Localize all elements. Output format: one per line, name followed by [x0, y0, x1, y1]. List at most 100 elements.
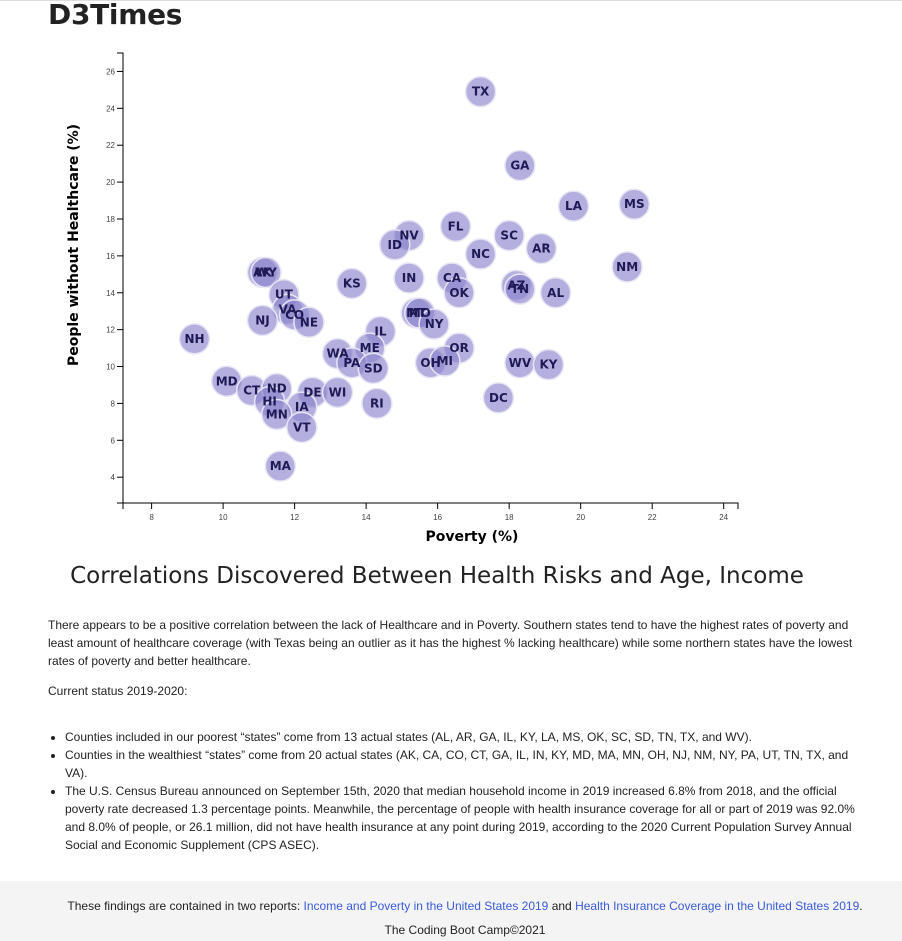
- state-label: DC: [489, 391, 508, 405]
- status-heading: Current status 2019-2020:: [48, 684, 188, 698]
- state-marker[interactable]: [464, 75, 497, 108]
- state-label: SC: [500, 229, 518, 243]
- state-label: NM: [616, 260, 638, 274]
- state-label: CA: [443, 271, 462, 285]
- y-tick-label: 18: [106, 215, 115, 224]
- state-marker[interactable]: [532, 348, 565, 381]
- state-label: AZ: [507, 278, 525, 292]
- x-axis-label[interactable]: Poverty (%): [426, 529, 519, 545]
- state-label: WV: [509, 356, 532, 370]
- state-marker[interactable]: [321, 376, 354, 409]
- y-tick: 18: [106, 215, 123, 224]
- y-tick-label: 8: [111, 399, 116, 408]
- state-marker[interactable]: [261, 398, 293, 431]
- findings-list: Counties included in our poorest “states…: [48, 728, 865, 854]
- state-label: MI: [437, 354, 453, 368]
- x-tick-label: 22: [648, 513, 657, 522]
- state-label: MA: [270, 459, 292, 473]
- state-label: KY: [539, 358, 557, 372]
- state-marker[interactable]: [557, 190, 590, 222]
- state-label: ND: [267, 382, 287, 396]
- state-label: RI: [370, 396, 384, 410]
- state-label: NJ: [255, 313, 270, 327]
- state-label: CO: [285, 308, 304, 322]
- state-marker[interactable]: [525, 232, 558, 265]
- x-tick: 12: [290, 503, 300, 522]
- y-tick-label: 24: [106, 104, 115, 113]
- x-tick: 8: [149, 503, 154, 522]
- state-marker[interactable]: [482, 382, 515, 414]
- article-title: Correlations Discovered Between Health R…: [70, 563, 804, 589]
- state-marker[interactable]: [493, 219, 525, 252]
- state-marker[interactable]: [504, 149, 536, 182]
- state-label: IL: [374, 324, 386, 338]
- y-tick-label: 16: [106, 252, 115, 261]
- y-tick: 20: [106, 178, 123, 187]
- state-label: MS: [624, 197, 645, 211]
- state-marker[interactable]: [439, 210, 472, 243]
- state-label: NY: [425, 317, 444, 331]
- footer-suffix: .: [859, 899, 863, 913]
- state-marker[interactable]: [539, 277, 572, 309]
- state-marker[interactable]: [361, 387, 393, 420]
- state-marker[interactable]: [178, 323, 211, 355]
- state-label: CT: [243, 384, 261, 398]
- state-marker[interactable]: [357, 352, 390, 385]
- state-label: WY: [255, 265, 277, 279]
- state-label: NC: [471, 247, 490, 261]
- state-label: OR: [449, 341, 468, 355]
- state-marker[interactable]: [418, 308, 450, 340]
- state-marker[interactable]: [250, 256, 282, 289]
- state-label: IN: [402, 271, 417, 285]
- state-marker[interactable]: [293, 306, 325, 339]
- state-marker[interactable]: [264, 450, 297, 482]
- y-tick: 10: [106, 363, 123, 372]
- state-label: AL: [547, 286, 564, 300]
- state-marker[interactable]: [246, 304, 279, 337]
- top-border: [0, 0, 902, 1]
- state-marker[interactable]: [443, 277, 475, 309]
- x-tick-label: 14: [362, 513, 371, 522]
- state-label: OH: [420, 356, 440, 370]
- state-label: NV: [399, 229, 419, 243]
- state-label: MD: [216, 374, 238, 388]
- state-label: WI: [329, 385, 347, 399]
- state-marker[interactable]: [504, 273, 536, 305]
- y-tick: 14: [106, 289, 123, 298]
- state-marker[interactable]: [378, 229, 411, 261]
- state-label: GA: [510, 159, 530, 173]
- state-marker[interactable]: [336, 267, 368, 300]
- health-insurance-report-link[interactable]: Health Insurance Coverage in the United …: [575, 899, 860, 913]
- state-label: IA: [295, 400, 309, 414]
- x-tick: 16: [433, 503, 443, 522]
- state-marker[interactable]: [429, 345, 461, 377]
- state-marker[interactable]: [464, 238, 497, 270]
- y-tick-label: 14: [106, 289, 115, 298]
- income-poverty-report-link[interactable]: Income and Poverty in the United States …: [303, 899, 549, 913]
- y-tick: 4: [111, 473, 123, 482]
- site-brand: D3Times: [48, 0, 183, 31]
- x-tick-label: 8: [149, 513, 154, 522]
- state-label: TN: [511, 282, 529, 296]
- y-tick-label: 12: [106, 326, 115, 335]
- x-tick: 22: [648, 503, 657, 522]
- y-tick-label: 10: [106, 363, 115, 372]
- state-marker[interactable]: [286, 411, 318, 444]
- y-axis-label[interactable]: People without Healthcare (%): [66, 124, 82, 366]
- x-tick-label: 10: [219, 513, 228, 522]
- state-label: MO: [409, 306, 431, 320]
- state-label: LA: [565, 199, 583, 213]
- state-marker[interactable]: [611, 251, 643, 283]
- state-label: FL: [448, 219, 464, 233]
- state-marker[interactable]: [393, 262, 425, 294]
- state-label: NH: [184, 332, 204, 346]
- y-tick: 24: [106, 104, 123, 113]
- state-label: MN: [266, 407, 288, 421]
- article-paragraph: There appears to be a positive correlati…: [48, 618, 853, 668]
- x-tick: 10: [219, 503, 228, 522]
- state-label: MT: [406, 306, 427, 320]
- state-label: DE: [303, 385, 321, 399]
- state-label: AR: [532, 241, 551, 255]
- state-label: TX: [472, 85, 490, 99]
- state-marker[interactable]: [618, 188, 651, 220]
